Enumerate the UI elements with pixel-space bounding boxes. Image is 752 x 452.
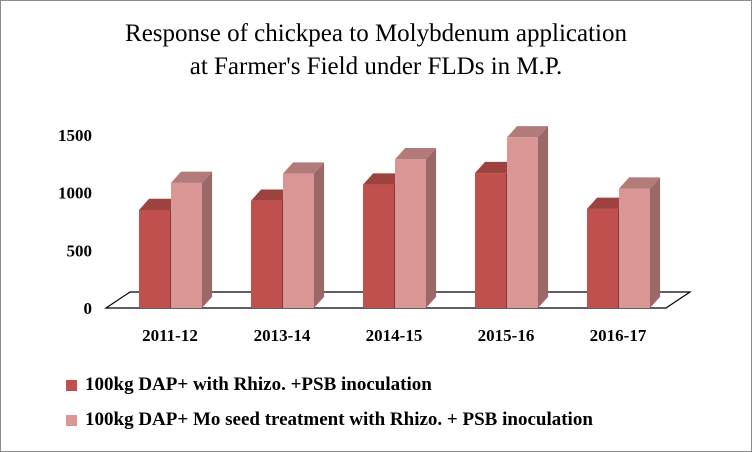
bar-side-2013-14-series-2 (314, 162, 325, 308)
bar-2014-15-series-2 (395, 159, 426, 308)
chart-title-line-2: at Farmer's Field under FLDs in M.P. (189, 53, 563, 80)
bar-side-2011-12-series-2 (202, 171, 213, 308)
bar-2011-12-series-2 (171, 182, 202, 308)
bar-top-2014-15-series-1 (363, 173, 405, 185)
legend-swatch-series-1 (66, 379, 77, 391)
y-tick-label: 1000 (58, 184, 92, 203)
x-tick-label: 2015-16 (478, 326, 535, 345)
bar-top-2014-15-series-2 (395, 148, 437, 160)
x-tick-label: 2014-15 (366, 326, 423, 345)
bar-2014-15-series-1 (363, 184, 394, 308)
legend-swatch-series-2 (66, 414, 77, 426)
bar-2015-16-series-2 (507, 137, 538, 308)
bar-top-2013-14-series-1 (251, 189, 293, 201)
bar-top-2016-17-series-1 (587, 197, 629, 209)
legend-item-series-2: 100kg DAP+ Mo seed treatment with Rhizo.… (66, 409, 593, 431)
legend-label-series-1: 100kg DAP+ with Rhizo. +PSB inoculation (85, 374, 432, 395)
bar-side-2015-16-series-2 (538, 126, 549, 309)
y-tick-label: 1500 (58, 126, 92, 145)
bar-2016-17-series-1 (587, 208, 618, 308)
legend-label-series-2: 100kg DAP+ Mo seed treatment with Rhizo.… (85, 409, 593, 430)
bar-side-2016-17-series-2 (650, 177, 661, 308)
x-tick-label: 2016-17 (590, 326, 647, 345)
y-tick-label: 500 (67, 241, 93, 260)
legend-item-series-1: 100kg DAP+ with Rhizo. +PSB inoculation (66, 374, 432, 396)
bar-2011-12-series-1 (139, 209, 170, 308)
bar-top-2013-14-series-2 (283, 162, 325, 174)
bar-2016-17-series-2 (619, 188, 650, 308)
chart-title-line-1: Response of chickpea to Molybdenum appli… (125, 20, 627, 47)
bar-top-2011-12-series-2 (171, 171, 213, 183)
bar-2015-16-series-1 (475, 173, 506, 308)
bar-top-2015-16-series-1 (475, 161, 517, 174)
x-tick-label: 2013-14 (254, 326, 311, 345)
bar-top-2015-16-series-2 (507, 126, 549, 138)
bar-top-2016-17-series-2 (619, 177, 661, 189)
x-tick-label: 2011-12 (142, 326, 198, 345)
bar-top-2011-12-series-1 (139, 198, 181, 210)
bar-2013-14-series-1 (251, 200, 282, 308)
bar-side-2014-15-series-2 (426, 148, 437, 308)
y-tick-label: 0 (84, 299, 93, 318)
bar-2013-14-series-2 (283, 173, 314, 308)
